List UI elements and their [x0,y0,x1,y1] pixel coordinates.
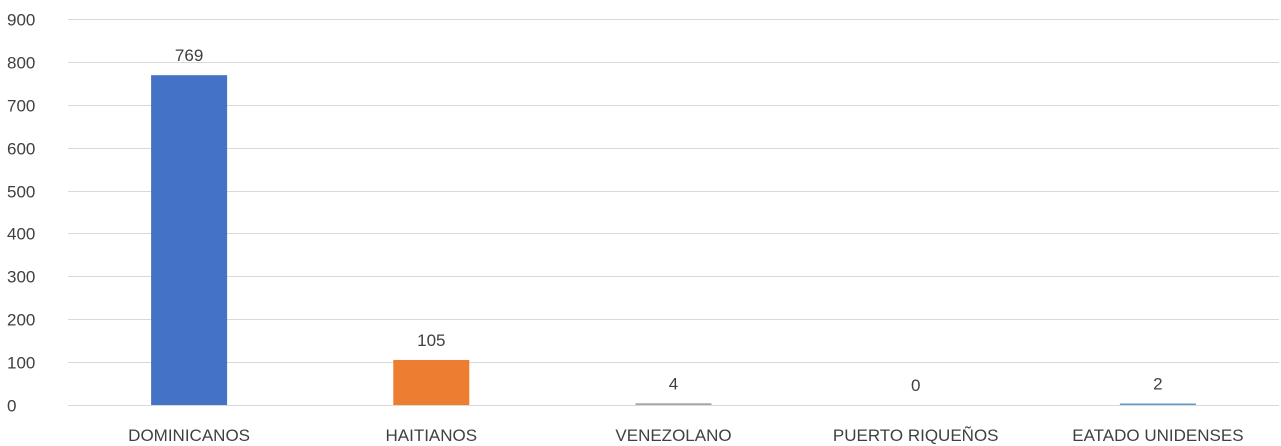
x-category-label-venezolano: VENEZOLANO [615,426,731,445]
x-axis-category-labels: DOMINICANOS HAITIANOS VENEZOLANO PUERTO RIQ… [128,426,1243,445]
y-tick-label-400: 400 [7,225,35,244]
y-tick-label-200: 200 [7,311,35,330]
y-axis-tick-labels: 0 100 200 300 400 500 600 700 800 900 [7,11,35,416]
data-label-haitianos: 105 [417,331,445,350]
y-tick-label-100: 100 [7,354,35,373]
y-tick-label-0: 0 [7,397,16,416]
data-label-venezolano: 4 [669,374,678,393]
bars [151,75,1196,405]
gridlines [68,19,1279,406]
bar-venezolano [635,403,712,405]
y-tick-label-600: 600 [7,140,35,159]
y-tick-label-300: 300 [7,268,35,287]
data-labels: 769 105 4 0 2 [175,46,1163,395]
bar-eatado-unidenses [1119,403,1196,405]
x-category-label-eatado-unidenses: EATADO UNIDENSES [1072,426,1243,445]
y-tick-label-500: 500 [7,183,35,202]
bar-dominicanos [151,75,228,405]
data-label-puerto-rique-os: 0 [911,376,920,395]
bar-haitianos [393,359,470,405]
y-tick-label-800: 800 [7,54,35,73]
y-tick-label-900: 900 [7,11,35,30]
data-label-dominicanos: 769 [175,46,203,65]
x-category-label-dominicanos: DOMINICANOS [128,426,250,445]
data-label-eatado-unidenses: 2 [1153,375,1162,394]
y-tick-label-700: 700 [7,97,35,116]
x-category-label-puerto-rique-os: PUERTO RIQUEÑOS [833,426,999,445]
x-category-label-haitianos: HAITIANOS [385,426,477,445]
